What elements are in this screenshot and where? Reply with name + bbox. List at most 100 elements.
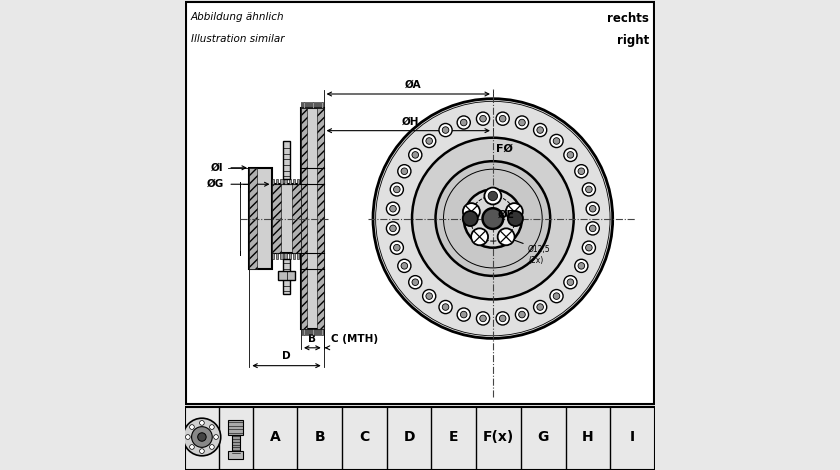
Circle shape [585, 186, 592, 193]
Circle shape [496, 112, 509, 125]
Bar [301, 108, 323, 329]
Circle shape [386, 202, 400, 215]
Bar [307, 102, 309, 108]
Circle shape [578, 168, 585, 174]
Circle shape [463, 203, 480, 220]
Circle shape [401, 168, 407, 174]
Bar [276, 179, 278, 184]
Circle shape [409, 149, 422, 162]
Circle shape [186, 435, 190, 439]
Circle shape [537, 127, 543, 133]
Circle shape [393, 244, 400, 251]
Text: C: C [360, 430, 370, 444]
Circle shape [391, 183, 403, 196]
Bar [292, 184, 301, 253]
Circle shape [460, 311, 467, 318]
Bar [303, 329, 305, 335]
Circle shape [401, 263, 407, 269]
Circle shape [567, 152, 574, 158]
Bar [283, 258, 290, 294]
Bar [319, 329, 320, 335]
Circle shape [564, 275, 577, 289]
Bar [278, 271, 295, 280]
Circle shape [393, 186, 400, 193]
Circle shape [533, 124, 547, 137]
Circle shape [578, 263, 585, 269]
Text: ØG: ØG [207, 179, 223, 189]
Text: ØI: ØI [211, 163, 223, 173]
Bar [303, 102, 305, 108]
Bar [297, 253, 299, 258]
Circle shape [575, 259, 588, 273]
Circle shape [554, 138, 559, 144]
Bar [310, 102, 312, 108]
Bar [276, 253, 278, 258]
Circle shape [209, 425, 214, 430]
Text: ATE: ATE [454, 229, 559, 293]
Bar [301, 102, 302, 108]
Bar [185, 407, 655, 470]
Bar [301, 329, 302, 335]
Circle shape [533, 300, 547, 313]
Circle shape [423, 290, 436, 303]
Text: right: right [617, 34, 649, 47]
Circle shape [412, 279, 418, 285]
Circle shape [439, 300, 452, 313]
Circle shape [575, 164, 588, 178]
Circle shape [554, 293, 559, 299]
Bar [289, 253, 291, 258]
Bar [315, 329, 316, 335]
Text: I: I [630, 430, 635, 444]
Bar [317, 329, 318, 335]
Circle shape [412, 138, 574, 299]
Circle shape [537, 304, 543, 310]
Circle shape [506, 203, 522, 220]
Circle shape [500, 315, 506, 321]
Circle shape [516, 116, 528, 129]
Bar [307, 128, 318, 309]
Circle shape [209, 445, 214, 449]
Text: rechts: rechts [607, 12, 649, 25]
Circle shape [442, 127, 449, 133]
Text: FØ: FØ [496, 144, 512, 154]
Circle shape [550, 290, 563, 303]
Circle shape [582, 241, 596, 254]
Circle shape [200, 449, 204, 454]
Circle shape [386, 222, 400, 235]
Circle shape [564, 149, 577, 162]
Circle shape [550, 134, 563, 148]
Circle shape [471, 228, 488, 245]
Circle shape [426, 293, 433, 299]
Circle shape [200, 421, 204, 425]
Circle shape [190, 425, 194, 430]
Bar [297, 179, 299, 184]
Circle shape [190, 445, 194, 449]
Bar [272, 184, 301, 253]
Bar [318, 108, 323, 329]
Text: E: E [449, 430, 459, 444]
Circle shape [590, 225, 596, 232]
Text: F(x): F(x) [483, 430, 514, 444]
Circle shape [516, 308, 528, 321]
Circle shape [582, 183, 596, 196]
Bar [281, 179, 282, 184]
Bar [249, 168, 272, 269]
Circle shape [442, 304, 449, 310]
Bar [272, 179, 274, 184]
Circle shape [423, 134, 436, 148]
Bar [312, 102, 313, 108]
Text: ØE: ØE [497, 210, 515, 220]
Bar [307, 329, 309, 335]
Bar [306, 329, 307, 335]
Circle shape [213, 435, 218, 439]
Bar [285, 253, 286, 258]
Bar [315, 102, 316, 108]
Circle shape [485, 188, 501, 204]
Circle shape [390, 225, 396, 232]
Bar [317, 102, 318, 108]
Text: B: B [308, 334, 317, 344]
Circle shape [585, 244, 592, 251]
Circle shape [373, 99, 612, 338]
Bar [322, 102, 323, 108]
Circle shape [412, 152, 418, 158]
